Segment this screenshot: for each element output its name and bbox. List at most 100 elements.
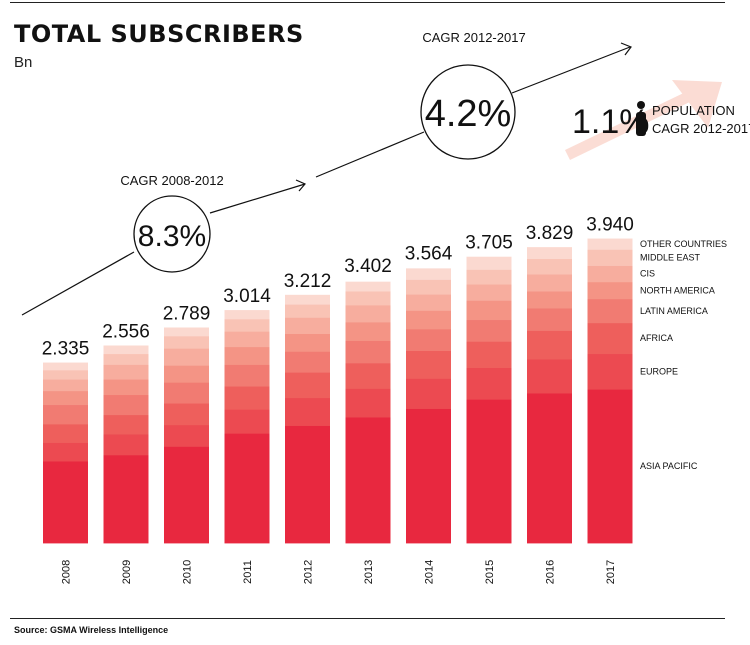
bar-2016-middle-east	[527, 258, 572, 275]
bar-2008-europe	[43, 442, 88, 462]
bar-2013-africa	[345, 362, 391, 389]
x-tick-label-2009: 2009	[121, 560, 133, 584]
bar-2011-asia-pacific	[224, 433, 270, 544]
legend-group: ASIA PACIFIC EUROPE AFRICA LATIN AMERICA NOR…	[640, 239, 727, 471]
cagr-2012-2017-label: CAGR 2012-2017	[422, 30, 525, 45]
bar-2013-cis	[345, 305, 391, 323]
bar-2008-cis	[43, 379, 88, 392]
bar-2008-asia-pacific	[43, 461, 88, 544]
x-tick-label-2012: 2012	[303, 560, 315, 584]
bar-2012-asia-pacific	[285, 425, 330, 544]
bar-2016-asia-pacific	[527, 393, 572, 544]
legend-middle-east: MIDDLE EAST	[640, 252, 701, 262]
bar-2017-other-countries	[587, 238, 633, 250]
bar-2008-middle-east	[43, 369, 88, 380]
bar-2014-latin-america	[406, 328, 451, 351]
bar-2011-africa	[224, 386, 270, 410]
bar-2014-middle-east	[406, 279, 451, 295]
bar-2017-europe	[587, 353, 633, 390]
bar-2014-other-countries	[406, 268, 451, 280]
total-label-2015: 3.705	[465, 233, 513, 254]
bar-2014-asia-pacific	[406, 408, 451, 544]
bar-2012-other-countries	[285, 294, 330, 305]
population-trend-arrow-decoration	[565, 80, 722, 160]
bar-2010-asia-pacific	[164, 446, 209, 544]
x-tick-label-2015: 2015	[484, 560, 496, 584]
legend-cis: CIS	[640, 269, 655, 279]
total-label-2008: 2.335	[42, 339, 90, 360]
bar-2010-cis	[164, 348, 209, 366]
bar-2014-africa	[406, 350, 451, 379]
bar-2015-latin-america	[466, 319, 512, 342]
bar-2016-latin-america	[527, 308, 572, 331]
bar-2008-north-america	[43, 390, 88, 406]
bar-2015-middle-east	[466, 269, 512, 285]
person-icon	[636, 101, 646, 136]
x-tick-label-2013: 2013	[363, 560, 375, 584]
total-labels-group: 2.335 2.556 2.789 3.014 3.212 3.402 3.564 3.705…	[42, 215, 634, 360]
bar-2016-europe	[527, 359, 572, 394]
bar-2008-latin-america	[43, 404, 88, 425]
bar-2014-europe	[406, 378, 451, 409]
bar-2011-middle-east	[224, 318, 270, 332]
cagr-2008-2012-label: CAGR 2008-2012	[120, 173, 223, 188]
bar-2010-other-countries	[164, 327, 209, 337]
total-label-2010: 2.789	[163, 303, 211, 324]
legend-other-countries: OTHER COUNTRIES	[640, 239, 727, 249]
legend-latin-america: LATIN AMERICA	[640, 306, 708, 316]
cagr-2008-2012-value: 8.3%	[138, 220, 206, 253]
bar-2015-cis	[466, 284, 512, 301]
bar-2009-europe	[103, 434, 149, 456]
total-label-2016: 3.829	[526, 223, 574, 244]
bar-2011-north-america	[224, 346, 270, 365]
bars-group	[43, 238, 633, 544]
bar-2009-north-america	[103, 379, 149, 396]
legend-africa: AFRICA	[640, 333, 673, 343]
bar-2013-latin-america	[345, 340, 391, 364]
bar-2009-latin-america	[103, 394, 149, 416]
bar-2012-cis	[285, 317, 330, 334]
bar-2015-other-countries	[466, 256, 512, 270]
bar-2008-other-countries	[43, 362, 88, 371]
total-label-2011: 3.014	[223, 286, 271, 307]
bar-2013-north-america	[345, 322, 391, 341]
x-tick-label-2008: 2008	[61, 560, 73, 584]
bar-2014-cis	[406, 294, 451, 311]
bar-2013-europe	[345, 388, 391, 418]
bar-2016-africa	[527, 330, 572, 360]
bar-2012-africa	[285, 372, 330, 399]
bar-2009-asia-pacific	[103, 454, 149, 544]
bar-2017-cis	[587, 265, 633, 283]
bar-2011-latin-america	[224, 364, 270, 387]
legend-asia-pacific: ASIA PACIFIC	[640, 461, 698, 471]
bar-2016-north-america	[527, 291, 572, 309]
bar-2015-africa	[466, 341, 512, 368]
bar-2010-africa	[164, 403, 209, 426]
x-tick-label-2016: 2016	[545, 560, 557, 584]
total-label-2009: 2.556	[102, 321, 150, 342]
bar-2010-latin-america	[164, 382, 209, 404]
unit-label: Bn	[14, 54, 33, 71]
cagr-2012-2017-value: 4.2%	[425, 93, 512, 135]
cagr-2008-2012-callout: 8.3% CAGR 2008-2012	[120, 173, 224, 273]
bar-2012-latin-america	[285, 351, 330, 373]
x-tick-label-2014: 2014	[424, 560, 436, 584]
legend-north-america: NORTH AMERICA	[640, 285, 715, 295]
chart-title: TOTAL SUBSCRIBERS	[14, 20, 304, 48]
bar-2017-asia-pacific	[587, 389, 633, 544]
bar-2010-north-america	[164, 365, 209, 383]
total-label-2012: 3.212	[284, 271, 332, 292]
total-label-2014: 3.564	[405, 244, 453, 265]
population-label-line1: POPULATION	[652, 103, 735, 118]
bar-2015-north-america	[466, 300, 512, 321]
x-tick-label-2011: 2011	[242, 560, 254, 584]
bar-2011-other-countries	[224, 310, 270, 320]
bar-2017-africa	[587, 322, 633, 355]
x-tick-label-2010: 2010	[182, 560, 194, 584]
bar-2017-middle-east	[587, 249, 633, 266]
bar-2009-cis	[103, 364, 149, 380]
bar-2015-asia-pacific	[466, 399, 512, 544]
bar-2017-north-america	[587, 281, 633, 300]
bar-2013-other-countries	[345, 281, 391, 292]
